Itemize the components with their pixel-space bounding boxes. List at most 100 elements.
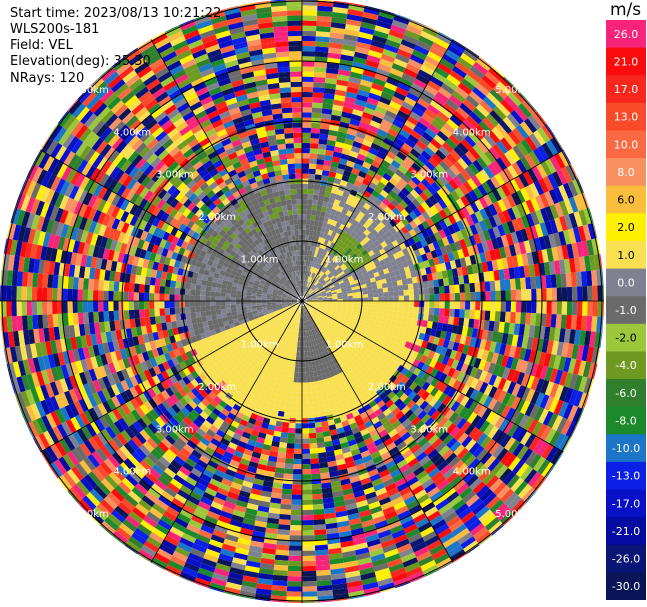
velocity-bin — [278, 309, 284, 313]
velocity-bin — [355, 547, 370, 556]
velocity-bin — [475, 291, 481, 301]
velocity-bin — [289, 335, 293, 341]
velocity-bin — [139, 459, 152, 472]
velocity-bin — [415, 470, 428, 481]
velocity-bin — [359, 182, 369, 191]
velocity-bin — [211, 333, 219, 341]
velocity-bin — [272, 435, 281, 442]
velocity-bin — [362, 324, 369, 330]
velocity-bin — [452, 379, 461, 391]
velocity-bin — [413, 249, 421, 258]
velocity-bin — [342, 277, 349, 283]
velocity-bin — [505, 290, 512, 301]
velocity-bin — [581, 240, 590, 257]
velocity-bin — [469, 389, 480, 401]
velocity-bin — [402, 34, 419, 45]
velocity-bin — [309, 448, 318, 454]
velocity-bin — [572, 407, 583, 424]
velocity-bin — [352, 196, 361, 204]
velocity-bin — [516, 203, 526, 217]
velocity-bin — [321, 108, 333, 115]
velocity-bin — [196, 459, 208, 469]
velocity-bin — [339, 263, 346, 269]
velocity-bin — [247, 326, 254, 332]
velocity-bin — [164, 535, 180, 547]
velocity-bin — [344, 456, 354, 464]
velocity-bin — [561, 301, 568, 315]
velocity-bin — [442, 395, 452, 406]
velocity-bin — [505, 407, 516, 421]
velocity-bin — [287, 437, 295, 444]
velocity-bin — [372, 209, 381, 218]
velocity-bin — [408, 289, 414, 296]
velocity-bin — [347, 303, 353, 307]
velocity-bin — [275, 544, 290, 551]
velocity-bin — [286, 310, 291, 315]
velocity-bin — [365, 266, 372, 272]
velocity-bin — [31, 419, 43, 436]
velocity-bin — [148, 367, 157, 378]
velocity-bin — [295, 413, 302, 419]
velocity-bin — [383, 437, 394, 447]
velocity-bin — [273, 361, 279, 368]
velocity-bin — [469, 366, 479, 378]
velocity-bin — [346, 507, 359, 516]
velocity-bin — [452, 523, 467, 537]
velocity-bin — [329, 402, 337, 410]
velocity-bin — [89, 488, 104, 503]
velocity-bin — [380, 142, 392, 151]
velocity-bin — [338, 126, 349, 134]
velocity-bin — [420, 201, 430, 212]
velocity-bin — [495, 301, 501, 312]
velocity-bin — [443, 315, 450, 325]
velocity-bin — [472, 159, 484, 173]
velocity-bin — [528, 453, 542, 469]
velocity-bin — [410, 82, 425, 94]
velocity-bin — [384, 82, 398, 92]
velocity-bin — [311, 284, 315, 290]
velocity-bin — [366, 239, 374, 247]
velocity-bin — [118, 417, 129, 430]
velocity-bin — [278, 329, 283, 336]
velocity-bin — [481, 261, 489, 273]
velocity-bin — [449, 440, 462, 453]
velocity-bin — [427, 104, 440, 116]
velocity-bin — [556, 341, 564, 357]
velocity-bin — [562, 182, 574, 199]
velocity-bin — [293, 377, 298, 383]
velocity-bin — [482, 96, 497, 110]
velocity-bin — [340, 311, 347, 316]
velocity-bin — [408, 87, 422, 98]
velocity-bin — [350, 364, 357, 372]
velocity-bin — [207, 442, 218, 452]
velocity-bin — [195, 505, 209, 516]
velocity-bin — [317, 313, 323, 317]
velocity-bin — [544, 191, 555, 206]
velocity-bin — [332, 352, 339, 359]
velocity-bin — [359, 218, 367, 226]
velocity-bin — [537, 145, 550, 161]
velocity-bin — [233, 415, 242, 424]
velocity-bin — [353, 233, 360, 241]
velocity-bin — [550, 137, 563, 154]
velocity-bin — [459, 122, 472, 136]
velocity-bin — [319, 133, 329, 140]
velocity-bin — [320, 260, 325, 266]
velocity-bin — [485, 113, 500, 127]
velocity-bin — [337, 268, 344, 274]
velocity-bin — [143, 540, 160, 553]
velocity-bin — [565, 314, 572, 330]
velocity-bin — [352, 306, 358, 310]
velocity-bin — [407, 134, 419, 145]
velocity-bin — [330, 261, 337, 267]
velocity-bin — [253, 446, 263, 454]
velocity-bin — [302, 530, 315, 536]
velocity-bin — [335, 344, 341, 351]
velocity-bin — [541, 142, 554, 159]
velocity-bin — [346, 310, 352, 315]
velocity-bin — [515, 289, 522, 301]
velocity-bin — [140, 544, 157, 558]
velocity-bin — [340, 478, 351, 486]
velocity-bin — [145, 411, 156, 423]
velocity-bin — [344, 565, 360, 573]
